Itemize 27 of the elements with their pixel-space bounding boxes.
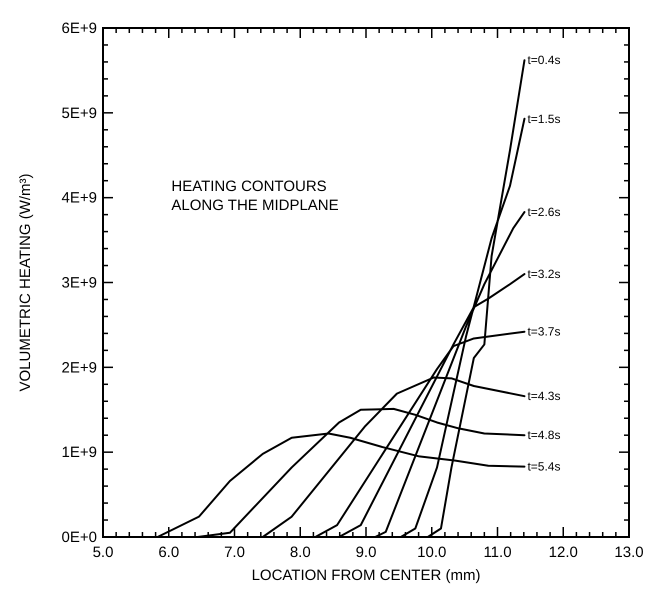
- series-label: t=0.4s: [527, 53, 560, 68]
- annotation: HEATING CONTOURS ALONG THE MIDPLANE: [171, 178, 339, 214]
- x-axis-title: LOCATION FROM CENTER (mm): [252, 567, 480, 584]
- y-tick-label: 2E+9: [62, 359, 97, 376]
- y-tick-label: 0E+0: [62, 529, 97, 546]
- x-tick-label: 6.0: [158, 544, 180, 561]
- series-label: t=2.6s: [527, 205, 560, 220]
- series-label: t=5.4s: [527, 460, 560, 474]
- series-label: t=3.7s: [527, 324, 560, 339]
- x-tick-label: 12.0: [548, 544, 578, 561]
- x-tick-label: 11.0: [483, 544, 512, 561]
- y-tick-label: 1E+9: [62, 444, 97, 462]
- x-tick-label: 10.0: [417, 544, 446, 561]
- y-tick-label: 5E+9: [62, 104, 97, 122]
- x-tick-label: 8.0: [290, 544, 311, 561]
- y-tick-label: 3E+9: [62, 274, 97, 292]
- series-label: t=3.2s: [527, 267, 560, 282]
- x-tick-label: 7.0: [224, 544, 245, 561]
- series-label: t=4.8s: [527, 428, 560, 442]
- x-tick-label: 5.0: [92, 544, 114, 561]
- series-label: t=4.3s: [527, 389, 560, 404]
- y-axis-title: VOLUMETRIC HEATING (W/m³): [17, 173, 34, 392]
- x-tick-label: 9.0: [356, 544, 376, 561]
- series-label: t=1.5s: [527, 112, 560, 126]
- y-tick-label: 6E+9: [62, 20, 97, 37]
- x-tick-label: 13.0: [614, 544, 644, 561]
- y-tick-label: 4E+9: [62, 190, 97, 207]
